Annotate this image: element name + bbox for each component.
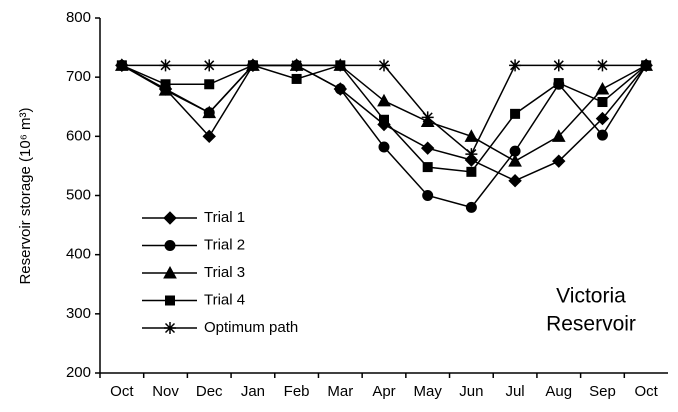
data-point bbox=[595, 111, 610, 126]
data-point bbox=[379, 114, 389, 125]
legend-marker bbox=[163, 211, 177, 225]
data-point bbox=[246, 59, 259, 72]
annotation: Victoria bbox=[556, 285, 626, 308]
data-point bbox=[202, 105, 217, 119]
x-tick-label: Feb bbox=[284, 383, 310, 400]
data-point bbox=[552, 59, 565, 72]
y-tick-label: 700 bbox=[66, 68, 91, 85]
legend-marker bbox=[163, 265, 177, 279]
legend-label: Trial 2 bbox=[204, 236, 245, 253]
data-point bbox=[291, 73, 302, 84]
x-tick-label: Oct bbox=[110, 383, 134, 400]
y-tick-label: 300 bbox=[66, 305, 91, 322]
x-tick-label: Nov bbox=[152, 383, 179, 400]
x-tick-label: May bbox=[414, 383, 443, 400]
data-point bbox=[466, 166, 477, 177]
data-point bbox=[597, 97, 608, 108]
data-point bbox=[551, 129, 566, 142]
legend-label: Trial 1 bbox=[204, 209, 245, 226]
x-tick-label: Jun bbox=[459, 383, 483, 400]
data-point bbox=[553, 78, 564, 89]
x-tick-label: Apr bbox=[372, 383, 395, 400]
data-point bbox=[552, 154, 566, 168]
legend-label: Trial 3 bbox=[204, 264, 245, 281]
data-point bbox=[334, 59, 347, 72]
data-point bbox=[158, 83, 173, 96]
series-line bbox=[121, 64, 647, 156]
data-point bbox=[378, 141, 390, 153]
data-point bbox=[595, 81, 610, 95]
data-point bbox=[159, 59, 172, 72]
legend-label: Trial 4 bbox=[204, 291, 245, 308]
data-point bbox=[203, 59, 216, 72]
x-tick-label: Jul bbox=[505, 383, 524, 400]
data-point bbox=[290, 59, 303, 72]
y-axis-label: Reservoir storage (10⁶ m³) bbox=[17, 107, 34, 284]
data-point bbox=[420, 141, 435, 155]
x-tick-label: Jan bbox=[241, 383, 265, 400]
y-tick-label: 800 bbox=[66, 9, 91, 26]
annotation: Reservoir bbox=[546, 313, 636, 336]
data-point bbox=[464, 129, 479, 142]
data-point bbox=[115, 59, 128, 72]
y-tick-label: 400 bbox=[66, 246, 91, 263]
legend-marker bbox=[165, 295, 175, 306]
data-point bbox=[377, 93, 391, 107]
data-point bbox=[509, 59, 522, 72]
data-point bbox=[334, 83, 346, 95]
data-point bbox=[465, 148, 478, 161]
legend-label: Optimum path bbox=[204, 319, 298, 336]
data-point bbox=[596, 129, 608, 141]
legend-marker bbox=[164, 322, 176, 334]
data-point bbox=[640, 59, 653, 72]
data-point bbox=[510, 108, 521, 119]
y-tick-label: 500 bbox=[66, 186, 91, 203]
x-tick-label: Dec bbox=[196, 383, 223, 400]
data-point bbox=[204, 79, 215, 90]
data-point bbox=[202, 129, 216, 144]
data-point bbox=[422, 190, 434, 201]
data-point bbox=[422, 162, 433, 173]
x-tick-label: Oct bbox=[634, 383, 658, 400]
data-point bbox=[596, 59, 609, 72]
x-tick-label: Mar bbox=[327, 383, 353, 400]
x-tick-label: Aug bbox=[545, 383, 572, 400]
data-point bbox=[465, 201, 477, 213]
legend-marker bbox=[164, 240, 176, 251]
data-point bbox=[508, 154, 522, 167]
y-tick-label: 600 bbox=[66, 127, 91, 144]
data-point bbox=[160, 79, 171, 90]
data-point bbox=[421, 111, 434, 124]
y-tick-label: 200 bbox=[66, 364, 91, 381]
data-point bbox=[508, 174, 522, 188]
x-tick-label: Sep bbox=[589, 383, 616, 400]
data-point bbox=[378, 59, 390, 72]
